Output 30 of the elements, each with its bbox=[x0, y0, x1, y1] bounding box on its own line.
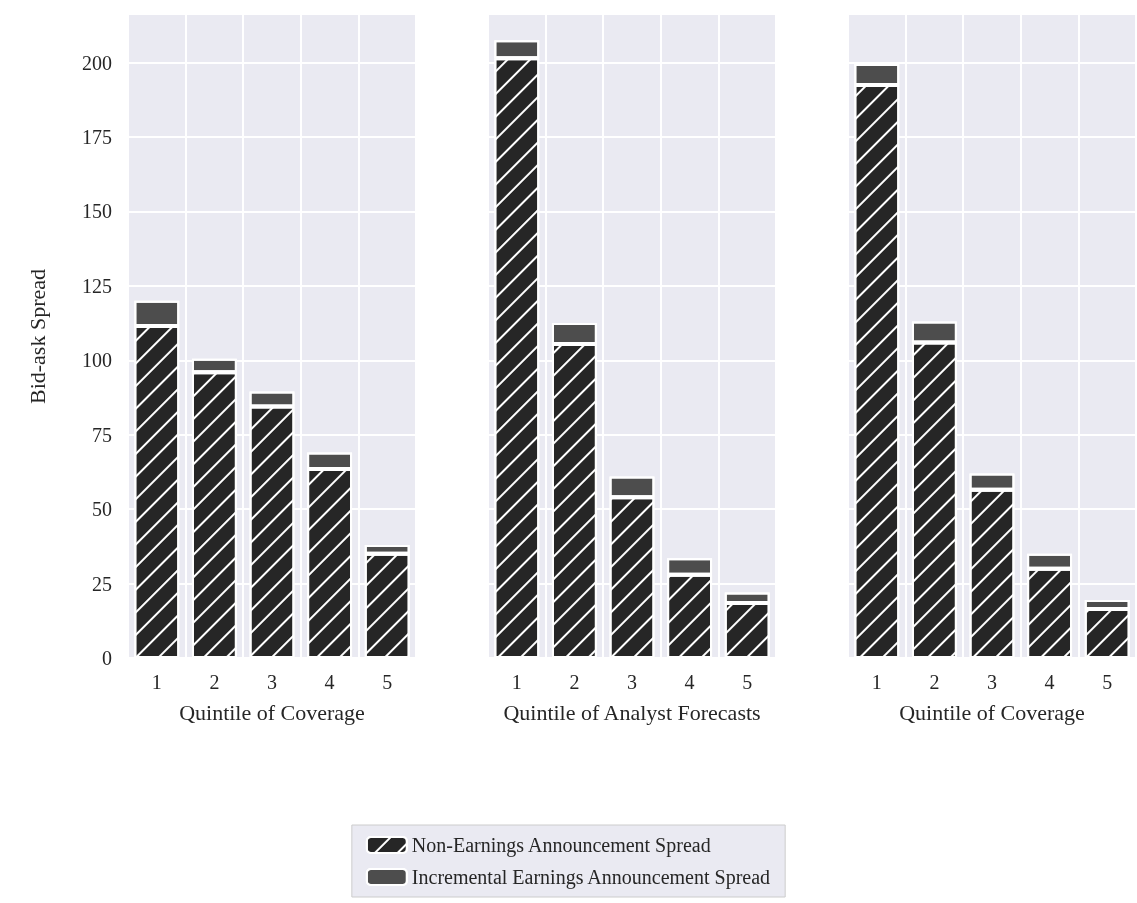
legend-label: Non-Earnings Announcement Spread bbox=[411, 834, 711, 857]
y-tick-label: 50 bbox=[92, 498, 112, 521]
y-tick-label: 200 bbox=[82, 51, 112, 74]
y-axis-title: Bid-ask Spread bbox=[24, 268, 50, 405]
y-tick-label: 25 bbox=[92, 572, 112, 595]
x-tick-label: 1 bbox=[511, 671, 522, 693]
x-axis-title: Quintile of Coverage bbox=[899, 699, 1085, 725]
y-tick-label: 150 bbox=[82, 200, 112, 223]
x-tick-label: 2 bbox=[209, 671, 220, 693]
y-tick-label: 0 bbox=[102, 647, 112, 669]
x-tick-label: 1 bbox=[871, 671, 882, 693]
x-tick-label: 2 bbox=[929, 671, 940, 693]
y-tick-label: 125 bbox=[82, 274, 112, 297]
x-tick-label: 4 bbox=[1044, 671, 1055, 693]
x-tick-label: 2 bbox=[569, 671, 580, 693]
y-tick-label: 100 bbox=[82, 349, 112, 372]
legend-label: Incremental Earnings Announcement Spread bbox=[411, 866, 771, 889]
x-tick-label: 3 bbox=[267, 671, 277, 693]
x-tick-label: 3 bbox=[987, 671, 997, 693]
x-tick-label: 1 bbox=[151, 671, 162, 693]
x-tick-label: 4 bbox=[684, 671, 695, 693]
y-tick-label: 75 bbox=[92, 423, 112, 446]
x-tick-label: 3 bbox=[627, 671, 637, 693]
x-tick-label: 5 bbox=[742, 671, 753, 693]
x-axis-title: Quintile of Coverage bbox=[179, 699, 365, 725]
x-tick-label: 5 bbox=[1102, 671, 1113, 693]
x-tick-label: 4 bbox=[324, 671, 335, 693]
x-tick-label: 5 bbox=[382, 671, 393, 693]
y-tick-label: 175 bbox=[82, 126, 112, 149]
x-axis-title: Quintile of Analyst Forecasts bbox=[503, 699, 761, 725]
